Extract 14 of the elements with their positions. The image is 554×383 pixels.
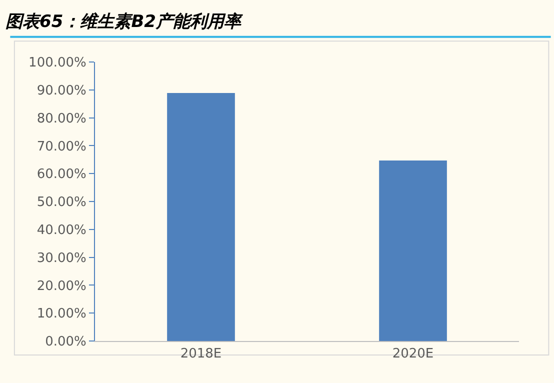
chart-title: 图表65：维生素B2产能利用率 bbox=[6, 12, 243, 32]
y-tick-label: 90.00% bbox=[36, 83, 86, 98]
y-tick-label: 80.00% bbox=[36, 111, 86, 126]
y-tick-label: 100.00% bbox=[28, 56, 86, 71]
x-tick-label: 2020E bbox=[392, 346, 434, 362]
y-tick-label: 50.00% bbox=[36, 195, 86, 210]
y-tick-label: 10.00% bbox=[36, 306, 86, 322]
y-tick-label: 60.00% bbox=[36, 167, 86, 182]
y-tick-label: 40.00% bbox=[36, 222, 86, 238]
x-tick-label: 2018E bbox=[180, 346, 222, 362]
y-tick-label: 30.00% bbox=[36, 250, 86, 266]
y-tick-label: 20.00% bbox=[36, 278, 86, 294]
y-tick-label: 70.00% bbox=[36, 139, 86, 154]
y-tick-label: 0.00% bbox=[45, 334, 86, 350]
